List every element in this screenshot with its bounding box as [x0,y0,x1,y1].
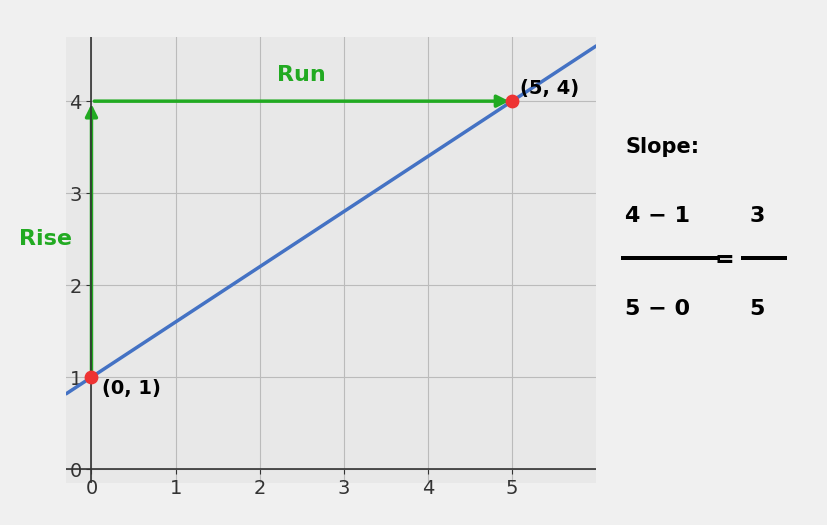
Point [84,373,98,381]
Text: 5: 5 [748,299,764,319]
Text: =: = [714,248,734,272]
Text: 3: 3 [748,206,764,226]
Text: Slope:: Slope: [624,137,699,157]
Text: (0, 1): (0, 1) [102,379,160,398]
Point [504,97,518,106]
Text: 4 − 1: 4 − 1 [624,206,690,226]
Text: (5, 4): (5, 4) [520,79,579,98]
Text: 5 − 0: 5 − 0 [624,299,690,319]
Text: Run: Run [277,65,326,85]
Text: Rise: Rise [19,229,72,249]
